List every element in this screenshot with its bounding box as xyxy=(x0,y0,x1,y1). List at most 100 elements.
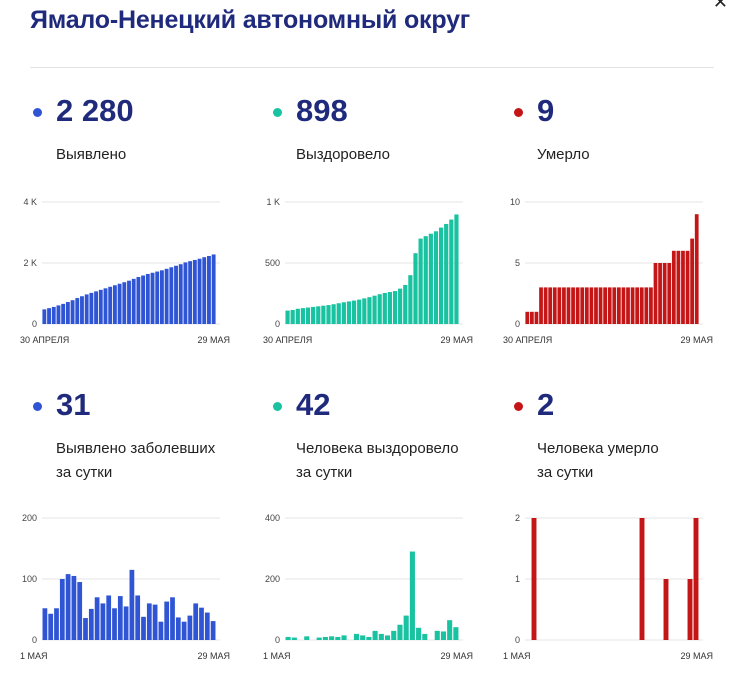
bar xyxy=(117,596,123,640)
bar xyxy=(285,310,290,324)
bar xyxy=(329,636,335,640)
bar xyxy=(387,292,393,324)
bar xyxy=(88,608,94,640)
bar xyxy=(580,287,585,324)
bar xyxy=(422,633,428,640)
bar xyxy=(403,284,408,324)
bar xyxy=(428,233,433,324)
bar xyxy=(357,299,362,324)
bar xyxy=(304,636,310,640)
bar xyxy=(70,300,75,324)
y-tick-label: 0 xyxy=(275,319,280,329)
stat-label: Человека умерло за сутки xyxy=(537,440,659,481)
bar xyxy=(135,595,141,640)
bar xyxy=(183,262,188,324)
bar xyxy=(291,637,297,640)
bar xyxy=(366,636,372,640)
bar xyxy=(351,300,357,324)
bar xyxy=(211,254,216,324)
x-tick-label: 29 МАЯ xyxy=(680,335,713,345)
bar xyxy=(685,250,690,324)
stat-label: Человека выздоровело за сутки xyxy=(296,440,459,481)
bar xyxy=(65,302,70,324)
bar xyxy=(360,635,366,640)
bar xyxy=(649,287,653,324)
bar xyxy=(418,238,423,324)
y-tick-label: 0 xyxy=(32,635,37,645)
bar xyxy=(391,630,397,640)
y-tick-label: 0 xyxy=(515,635,520,645)
bar xyxy=(562,287,566,324)
y-tick-label: 400 xyxy=(265,513,280,523)
bar xyxy=(207,255,211,324)
bar xyxy=(589,287,594,324)
bar xyxy=(423,236,428,324)
bar xyxy=(336,303,341,324)
bar xyxy=(141,616,146,640)
bar xyxy=(83,618,88,640)
stat-label: Умерло xyxy=(537,146,590,163)
stat-value: 2 xyxy=(537,387,555,422)
bar xyxy=(335,636,341,640)
bar xyxy=(122,282,127,324)
bar xyxy=(372,295,377,324)
bar xyxy=(584,287,589,324)
bar xyxy=(100,603,106,640)
bar xyxy=(202,257,207,324)
bar xyxy=(444,223,449,324)
bar xyxy=(392,291,398,324)
y-tick-label: 5 xyxy=(515,258,520,268)
bar xyxy=(531,518,537,640)
close-icon[interactable]: ✕ xyxy=(712,0,728,12)
bar xyxy=(108,286,113,324)
bar xyxy=(141,275,146,324)
bar xyxy=(454,214,459,324)
status-dot xyxy=(33,402,42,411)
bar xyxy=(316,306,321,324)
bar xyxy=(575,287,580,324)
bar xyxy=(557,287,562,324)
bar xyxy=(59,579,65,640)
bar xyxy=(453,627,459,640)
bar xyxy=(658,263,662,324)
page-title: Ямало-Ненецкий автономный округ xyxy=(30,6,470,34)
bar xyxy=(65,574,71,640)
bar xyxy=(300,308,306,324)
bar xyxy=(694,214,699,324)
bar xyxy=(71,575,77,640)
bar xyxy=(56,305,61,324)
bar xyxy=(305,307,311,324)
status-dot xyxy=(33,108,42,117)
bar xyxy=(84,294,89,324)
bar xyxy=(98,289,103,324)
x-tick-label: 1 МАЯ xyxy=(20,651,48,661)
bar xyxy=(77,582,83,640)
bar xyxy=(169,267,174,324)
y-tick-label: 0 xyxy=(32,319,37,329)
bar xyxy=(112,608,117,640)
stat-block-recovered: 898 Выздоровело xyxy=(270,93,500,167)
bar xyxy=(178,264,183,324)
bar xyxy=(61,303,66,324)
bar xyxy=(123,606,129,640)
bar xyxy=(438,227,444,324)
bar xyxy=(210,621,216,640)
bar xyxy=(129,569,135,640)
bar xyxy=(51,306,56,324)
bar xyxy=(653,263,658,324)
stat-value: 9 xyxy=(537,93,555,128)
bar xyxy=(80,296,84,324)
bar xyxy=(103,288,108,324)
chart-daily-detected: 0 100 200 1 МАЯ 29 МАЯ xyxy=(20,513,230,661)
bar xyxy=(552,287,557,324)
stat-block-detected: 2 280 Выявлено xyxy=(30,93,260,167)
y-tick-label: 0 xyxy=(275,635,280,645)
bar xyxy=(94,291,99,324)
bar xyxy=(644,287,649,324)
bar xyxy=(663,579,669,640)
bar xyxy=(54,608,59,640)
bar xyxy=(409,551,415,640)
stat-label: Выявлено xyxy=(56,146,127,163)
bar xyxy=(199,607,204,640)
status-dot xyxy=(514,402,523,411)
